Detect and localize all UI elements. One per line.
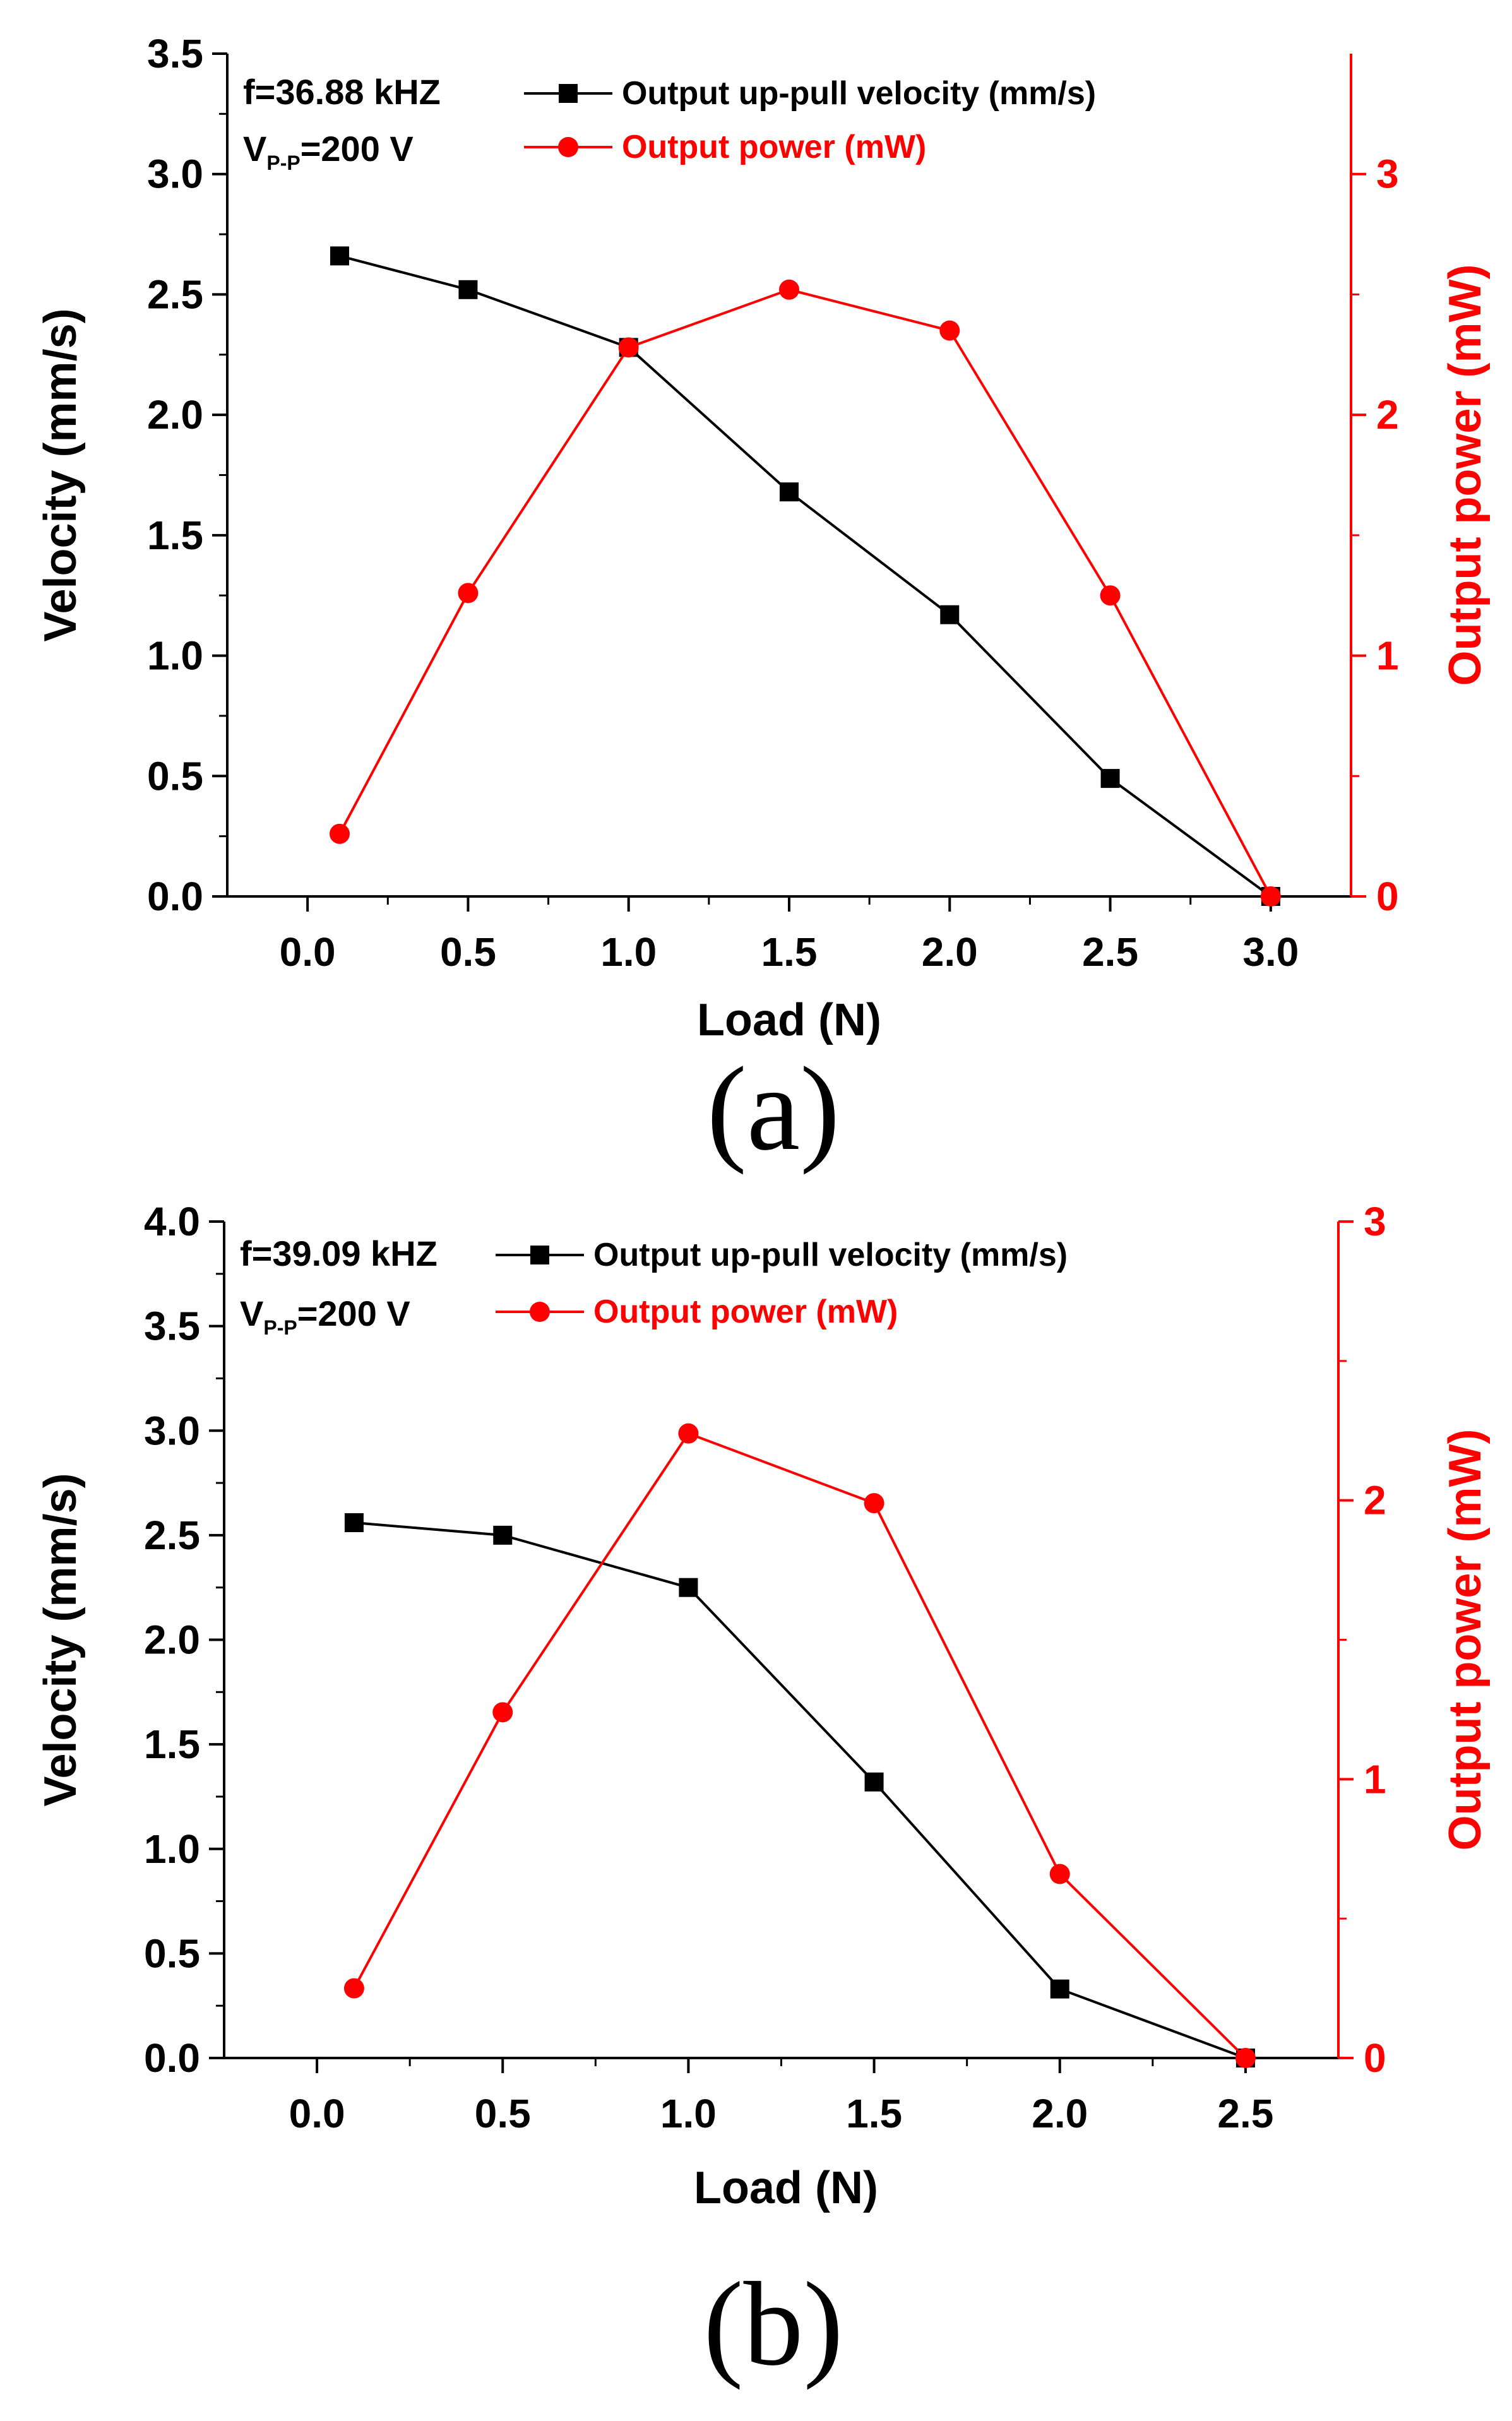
y-tick-label: 3.0 [144, 1408, 200, 1453]
velocity-point [864, 1772, 884, 1792]
velocity-point [493, 1525, 513, 1545]
power-point [1049, 1864, 1070, 1884]
y-tick-label: 0.5 [147, 753, 203, 799]
velocity-point [1100, 769, 1120, 788]
x-tick-label: 0.0 [289, 2091, 345, 2136]
chart-panel-b: 0.0 0.5 1.0 1.5 2.0 2.5 0.0 0.5 1.0 1.5 2.0 2.5 3.0 3… [35, 1199, 1491, 2391]
x-axis-title: Load (N) [694, 2163, 878, 2213]
velocity-point [940, 605, 960, 624]
power-point [343, 1978, 364, 1999]
x-tick-label: 0.0 [280, 929, 336, 975]
x-tick-label: 2.5 [1082, 929, 1138, 975]
voltage-annotation: VP-P=200 V [240, 1294, 410, 1339]
y2-tick-label: 1 [1364, 1756, 1386, 1802]
velocity-point [330, 246, 349, 266]
power-point [492, 1702, 513, 1723]
y-tick-label: 2.5 [144, 1513, 200, 1558]
y2-axis-title: Output power (mW) [1440, 265, 1491, 686]
power-point [330, 823, 350, 844]
power-point [1235, 2048, 1256, 2068]
velocity-point [458, 280, 478, 299]
x-tick-label: 2.0 [1032, 2091, 1088, 2136]
y-tick-label: 2.0 [147, 392, 203, 437]
panel-label: (a) [707, 1043, 840, 1175]
y-tick-label: 2.5 [147, 271, 203, 317]
frequency-annotation: f=36.88 kHZ [243, 72, 441, 112]
y2-tick-label: 2 [1364, 1478, 1386, 1523]
series-line-power [353, 1432, 1247, 2059]
frequency-annotation: f=39.09 kHZ [240, 1234, 438, 1273]
x-tick-label: 0.5 [440, 929, 496, 975]
voltage-symbol: V [243, 129, 266, 169]
power-point [458, 583, 479, 604]
voltage-subscript: P-P [266, 152, 300, 174]
y-tick-label: 0.5 [144, 1930, 200, 1976]
y-tick-label: 1.0 [144, 1826, 200, 1872]
y2-tick-label: 2 [1376, 392, 1399, 437]
y-tick-label: 1.5 [147, 513, 203, 558]
legend-label: Output up-pull velocity (mm/s) [622, 75, 1096, 112]
voltage-value: =200 V [297, 1294, 410, 1333]
y2-tick-label: 0 [1376, 874, 1399, 919]
y-tick-label: 1.5 [144, 1722, 200, 1767]
y2-tick-label: 1 [1376, 633, 1399, 679]
x-tick-label: 2.0 [922, 929, 978, 975]
y-tick-label: 1.0 [147, 633, 203, 679]
legend-circle-marker [558, 137, 578, 157]
velocity-point [679, 1578, 698, 1597]
legend-label: Output up-pull velocity (mm/s) [593, 1237, 1068, 1273]
legend-square-marker [530, 1246, 549, 1264]
panel-label: (b) [703, 2258, 843, 2391]
voltage-subscript: P-P [263, 1316, 297, 1339]
series-line-velocity [354, 1521, 1246, 2059]
x-axis-title: Load (N) [697, 995, 881, 1045]
y-tick-label: 3.0 [147, 152, 203, 197]
x-tick-label: 1.0 [660, 2091, 717, 2136]
chart-panel-a: 0.0 0.5 1.0 1.5 2.0 2.5 3.0 0.0 0.5 1.0 1.5 2.0 2.5 3… [35, 31, 1491, 1175]
y2-tick-label: 3 [1364, 1199, 1386, 1244]
x-tick-label: 1.5 [846, 2091, 902, 2136]
power-point [1260, 886, 1281, 907]
power-point [1100, 585, 1121, 606]
legend-label: Output power (mW) [622, 129, 926, 165]
x-tick-label: 0.5 [475, 2091, 531, 2136]
y2-tick-label: 3 [1376, 152, 1399, 197]
power-point [939, 320, 960, 341]
x-tick-label: 2.5 [1217, 2091, 1273, 2136]
power-point [678, 1423, 699, 1444]
y-tick-label: 3.5 [144, 1304, 200, 1349]
x-tick-label: 1.0 [600, 929, 657, 975]
y-tick-label: 4.0 [144, 1199, 200, 1244]
voltage-annotation: VP-P=200 V [243, 129, 414, 174]
power-point [779, 279, 799, 300]
y-tick-label: 2.0 [144, 1617, 200, 1663]
legend-square-marker [559, 84, 578, 103]
voltage-symbol: V [240, 1294, 263, 1333]
y-axis-title: Velocity (mm/s) [35, 308, 86, 641]
y-tick-label: 3.5 [147, 31, 203, 76]
velocity-point [780, 482, 799, 502]
power-point [864, 1493, 884, 1514]
legend-label: Output power (mW) [593, 1294, 898, 1330]
y2-axis-title: Output power (mW) [1440, 1429, 1491, 1851]
y-tick-label: 0.0 [144, 2035, 200, 2081]
legend-circle-marker [530, 1302, 550, 1322]
voltage-value: =200 V [301, 129, 414, 169]
chart-layer: 0.0 0.5 1.0 1.5 2.0 2.5 3.0 0.0 0.5 1.0 1.5 2.0 2.5 3… [35, 31, 1491, 2391]
power-point [618, 337, 639, 358]
y-tick-label: 0.0 [147, 874, 203, 919]
velocity-point [1050, 1979, 1069, 1999]
y-axis-title: Velocity (mm/s) [35, 1473, 86, 1806]
velocity-point [344, 1513, 364, 1532]
x-tick-label: 1.5 [761, 929, 818, 975]
y2-tick-label: 0 [1364, 2035, 1386, 2081]
x-tick-label: 3.0 [1242, 929, 1299, 975]
